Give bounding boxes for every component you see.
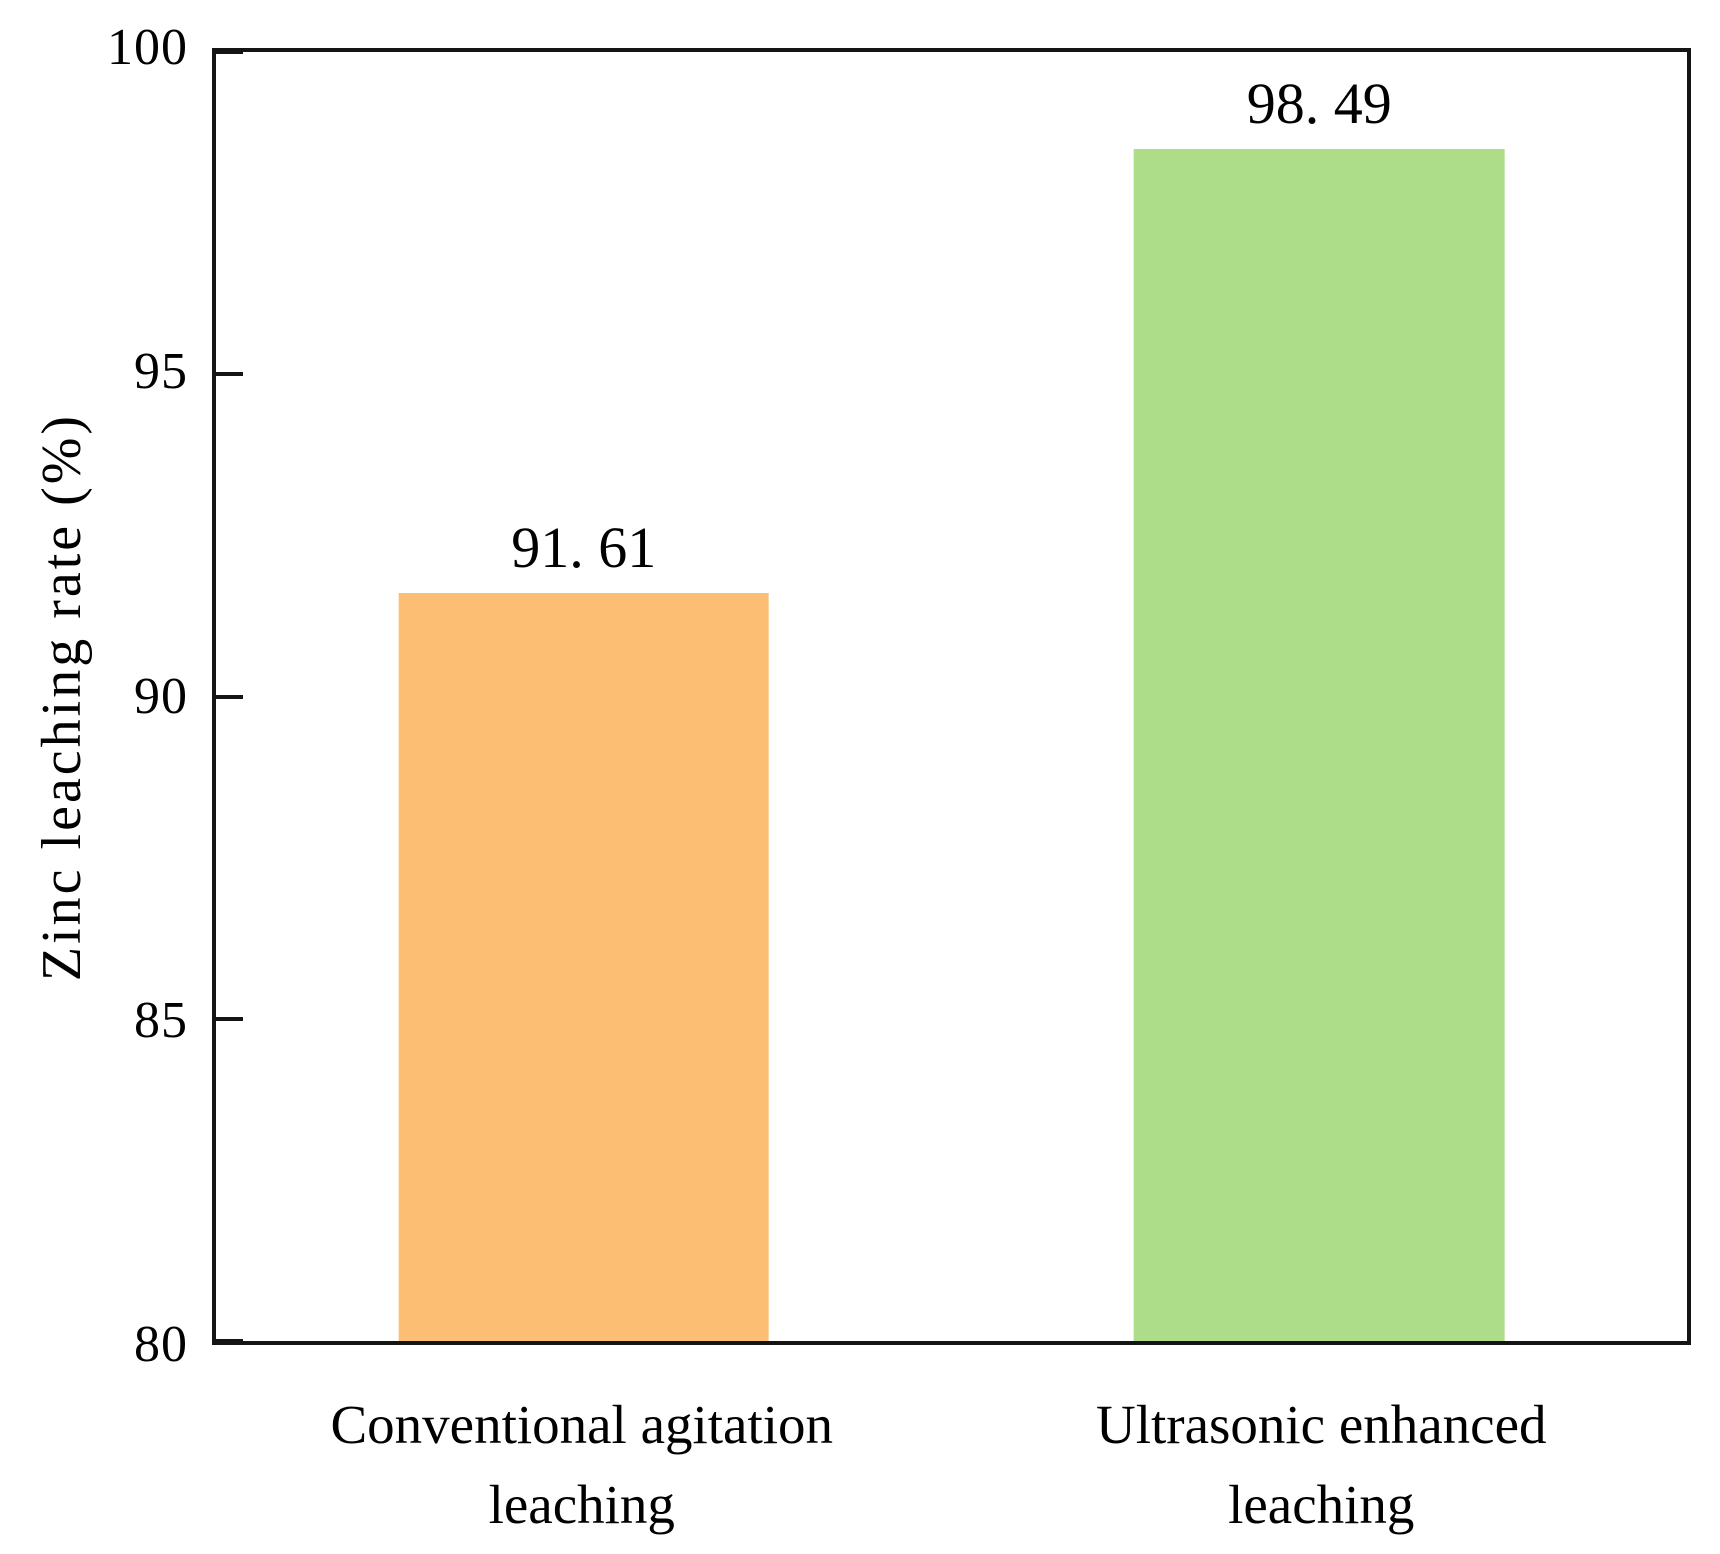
y-tick-mark-85 — [216, 1016, 243, 1021]
bar-value-label-conventional: 91. 61 — [511, 514, 657, 580]
bar-group-conventional-agitation: 91. 61 — [216, 52, 952, 1341]
x-category-ultrasonic-enhanced: Ultrasonic enhanced leaching — [1096, 1385, 1547, 1545]
bar-value-label-ultrasonic: 98. 49 — [1246, 71, 1392, 137]
x-category-conventional-agitation: Conventional agitation leaching — [330, 1385, 833, 1545]
y-tick-label-80: 80 — [134, 1316, 188, 1373]
y-tick-mark-80 — [216, 1339, 243, 1343]
bar-group-ultrasonic-enhanced: 98. 49 — [952, 52, 1688, 1341]
y-tick-label-100: 100 — [107, 19, 188, 76]
bar-ultrasonic-enhanced-leaching — [1133, 149, 1505, 1341]
y-tick-label-90: 90 — [134, 667, 188, 725]
x-category-line: leaching — [1228, 1473, 1415, 1535]
x-category-line: Conventional agitation — [330, 1394, 834, 1455]
y-axis-tick-labels: 80 85 90 95 100 — [0, 22, 212, 1371]
y-tick-label-85: 85 — [134, 991, 188, 1049]
y-tick-mark-90 — [216, 694, 243, 699]
bar-conventional-agitation-leaching — [398, 592, 770, 1341]
y-tick-mark-95 — [216, 372, 243, 377]
plot-area: 91. 61 98. 49 — [212, 48, 1691, 1345]
y-tick-mark-100 — [216, 50, 243, 54]
x-category-line: Ultrasonic enhanced — [1095, 1394, 1547, 1455]
x-axis-category-labels: Conventional agitation leaching Ultrason… — [212, 1385, 1691, 1554]
x-category-line: leaching — [488, 1473, 675, 1535]
y-tick-label-95: 95 — [134, 343, 188, 401]
